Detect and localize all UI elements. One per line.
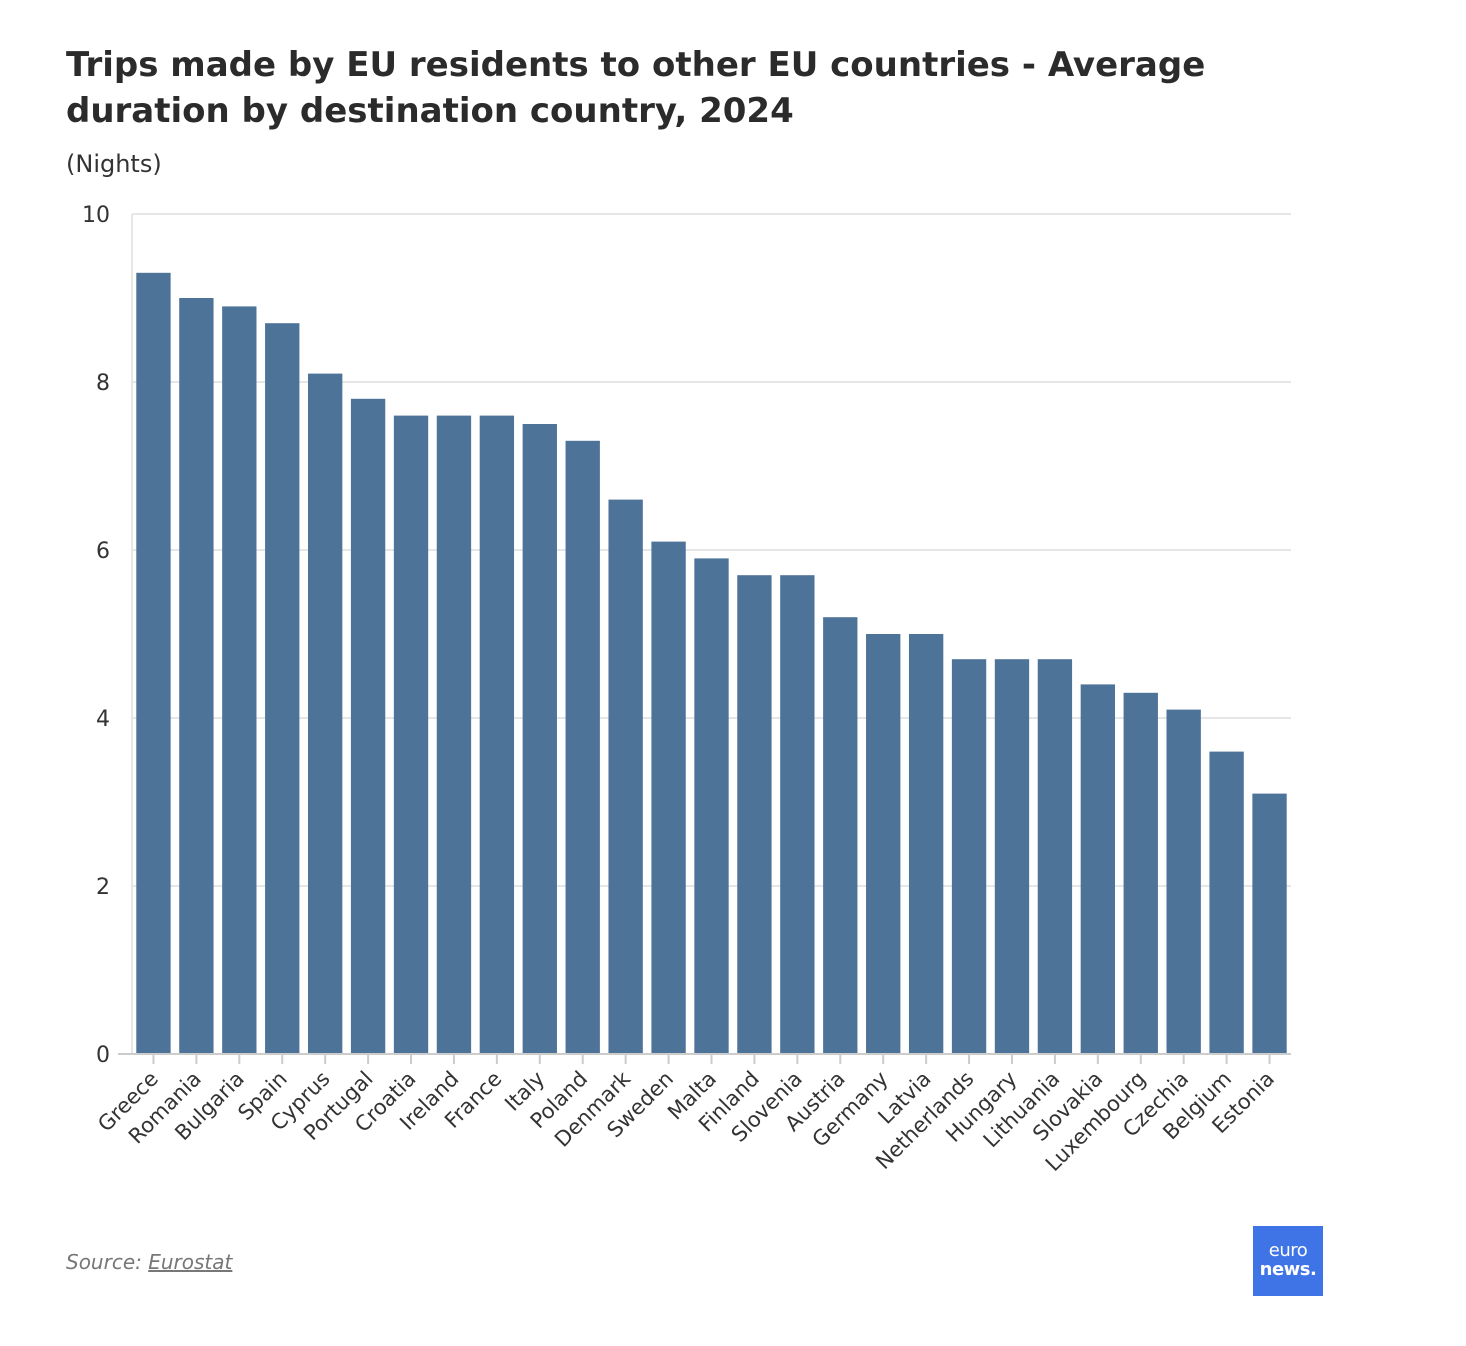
bars <box>136 272 1287 1055</box>
bar-hungary[interactable] <box>994 659 1030 1054</box>
chart-title: Trips made by EU residents to other EU c… <box>66 45 1206 131</box>
bar-italy[interactable] <box>522 424 557 1054</box>
source-prefix: Source: <box>66 1250 149 1274</box>
chart-subtitle: (Nights) <box>66 150 162 178</box>
bar-czechia[interactable] <box>1166 709 1201 1054</box>
y-tick-label: 4 <box>96 707 110 732</box>
source-link[interactable]: Eurostat <box>148 1250 233 1274</box>
bar-austria[interactable] <box>823 617 858 1054</box>
bar-sweden[interactable] <box>651 541 686 1054</box>
bar-bulgaria[interactable] <box>222 306 257 1054</box>
bar-ireland[interactable] <box>436 415 472 1055</box>
bar-denmark[interactable] <box>608 499 643 1055</box>
euronews-logo: euro news. <box>1253 1226 1323 1296</box>
bar-cyprus[interactable] <box>307 373 343 1055</box>
y-tick-label: 8 <box>96 371 110 396</box>
bar-latvia[interactable] <box>908 634 944 1054</box>
bar-finland[interactable] <box>737 575 772 1054</box>
bar-belgium[interactable] <box>1209 751 1244 1054</box>
bar-estonia[interactable] <box>1252 793 1287 1054</box>
bar-portugal[interactable] <box>350 398 386 1054</box>
bar-slovenia[interactable] <box>780 575 815 1054</box>
bar-croatia[interactable] <box>393 415 429 1055</box>
logo-line-2: news. <box>1259 1259 1317 1280</box>
bar-spain[interactable] <box>265 323 300 1054</box>
bar-romania[interactable] <box>179 298 214 1054</box>
bar-france[interactable] <box>479 415 515 1055</box>
y-tick-label: 2 <box>96 875 110 900</box>
y-tick-label: 6 <box>96 539 110 564</box>
logo-line-1: euro <box>1268 1240 1308 1261</box>
bar-luxembourg[interactable] <box>1123 692 1158 1054</box>
bar-lithuania[interactable] <box>1037 659 1073 1054</box>
bar-slovakia[interactable] <box>1080 684 1116 1054</box>
bar-greece[interactable] <box>136 272 171 1054</box>
bar-netherlands[interactable] <box>951 659 987 1054</box>
bar-germany[interactable] <box>866 634 901 1054</box>
axes <box>118 214 1291 1064</box>
y-tick-label: 10 <box>82 203 110 228</box>
source-note: Source: Eurostat <box>66 1250 232 1274</box>
bar-poland[interactable] <box>565 440 600 1054</box>
y-tick-label: 0 <box>96 1043 110 1068</box>
bar-malta[interactable] <box>694 558 729 1054</box>
